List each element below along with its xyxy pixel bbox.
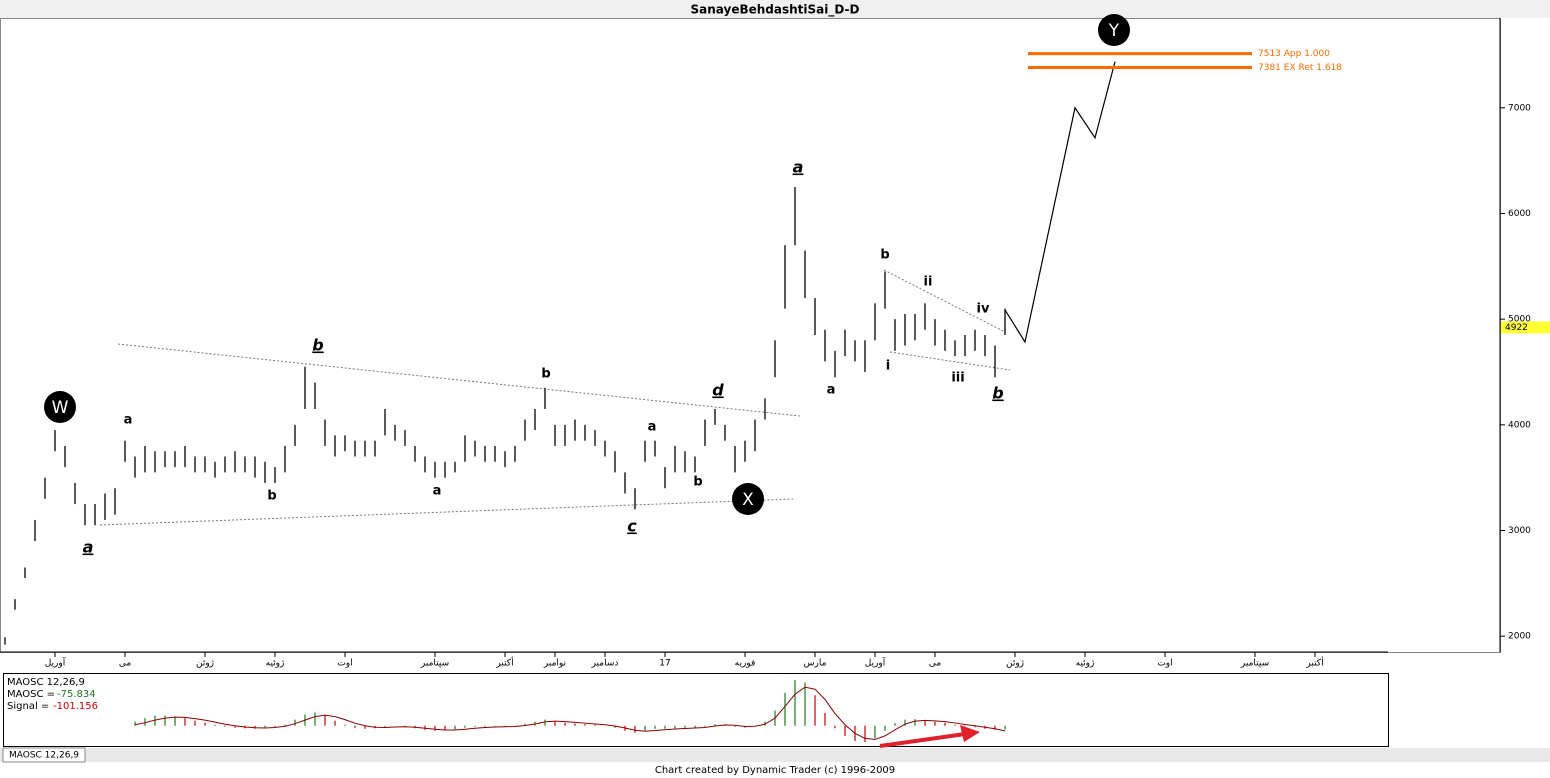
wave-label: a (648, 420, 657, 435)
wave-label: b (267, 489, 276, 504)
wave-label: c (627, 517, 637, 536)
wave-circle (44, 391, 76, 423)
y-tick-label: 6000 (1508, 209, 1531, 219)
x-tick-label: ژوئیه (266, 659, 285, 669)
wave-label: a (793, 158, 804, 177)
x-tick-label: أکتبر (495, 657, 513, 669)
y-tick-label: 5000 (1508, 315, 1531, 325)
wave-label: b (693, 475, 702, 490)
projection-line (1004, 61, 1116, 344)
x-tick-label: مارس (804, 659, 827, 669)
y-tick-label: 4000 (1508, 420, 1531, 430)
y-tick-label: 3000 (1508, 526, 1531, 536)
chart-title: SanayeBehdashtiSai_D-D (690, 3, 859, 18)
wave-label: Y (1108, 21, 1120, 41)
wave-label: ii (924, 275, 933, 290)
arrow (879, 732, 966, 748)
signal-label: Signal = (7, 701, 49, 712)
x-tick-label: اوت (1157, 659, 1172, 669)
wave-label: W (52, 398, 69, 418)
x-tick-label: آوریل (865, 657, 886, 669)
x-tick-label: می (929, 659, 942, 669)
wave-circle (732, 483, 764, 515)
trendline (99, 498, 794, 526)
x-tick-label: سپتامبر (420, 659, 449, 669)
indicator-tab-label[interactable]: MAOSC 12,26,9 (9, 751, 79, 761)
x-tick-label: ژوئن (196, 659, 214, 669)
x-tick-label: می (119, 659, 132, 669)
wave-label: b (541, 367, 550, 382)
wave-label: a (124, 413, 133, 428)
x-tick-label: 17 (659, 659, 670, 669)
signal-value: -101.156 (53, 701, 98, 712)
indicator-tab[interactable] (2, 747, 86, 763)
y-tick-label: 7000 (1508, 103, 1531, 113)
trendlines (99, 269, 1011, 526)
trendline (889, 351, 1011, 371)
x-tick-label: ژوئن (1006, 659, 1024, 669)
signal-line (134, 686, 1006, 740)
wave-label: b (992, 384, 1003, 403)
fib-level-label: 7381 EX Ret 1.618 (1258, 63, 1342, 73)
indicator-frame (3, 673, 1389, 747)
title-bar (0, 0, 1550, 18)
wave-label: b (312, 336, 323, 355)
wave-label: a (83, 538, 94, 557)
wave-label: a (827, 383, 836, 398)
wave-label: d (712, 381, 724, 400)
x-tick-label: سپتامبر (1240, 659, 1269, 669)
wave-label: iv (977, 302, 990, 317)
indicator-name: MAOSC 12,26,9 (7, 677, 85, 688)
y-tick-label: 2000 (1508, 632, 1531, 642)
footer: Chart created by Dynamic Trader (c) 1996… (655, 765, 895, 776)
osc-value: -75.834 (57, 689, 96, 700)
last-price-box (1501, 321, 1550, 334)
x-tick-label: آوریل (45, 657, 66, 669)
wave-label: i (886, 359, 890, 374)
x-tick-label: ژوئیه (1076, 659, 1095, 669)
last-price-label: 4922 (1505, 323, 1528, 333)
trendline (883, 269, 1006, 333)
wave-label: a (433, 484, 442, 499)
wave-label: iii (951, 371, 964, 386)
wave-circle (1098, 14, 1130, 46)
arrow-head (960, 725, 980, 742)
x-tick-label: فوریه (735, 659, 756, 669)
x-tick-label: نوامبر (543, 659, 566, 669)
osc-label: MAOSC = (7, 689, 55, 700)
tab-bar (0, 748, 1550, 762)
wave-label: b (880, 248, 889, 263)
wave-label: X (742, 490, 754, 510)
fib-level-label: 7513 App 1.000 (1258, 49, 1330, 59)
x-tick-label: أکتبر (1305, 657, 1323, 669)
x-tick-label: اوت (337, 659, 352, 669)
x-tick-label: دسامبر (591, 659, 619, 669)
